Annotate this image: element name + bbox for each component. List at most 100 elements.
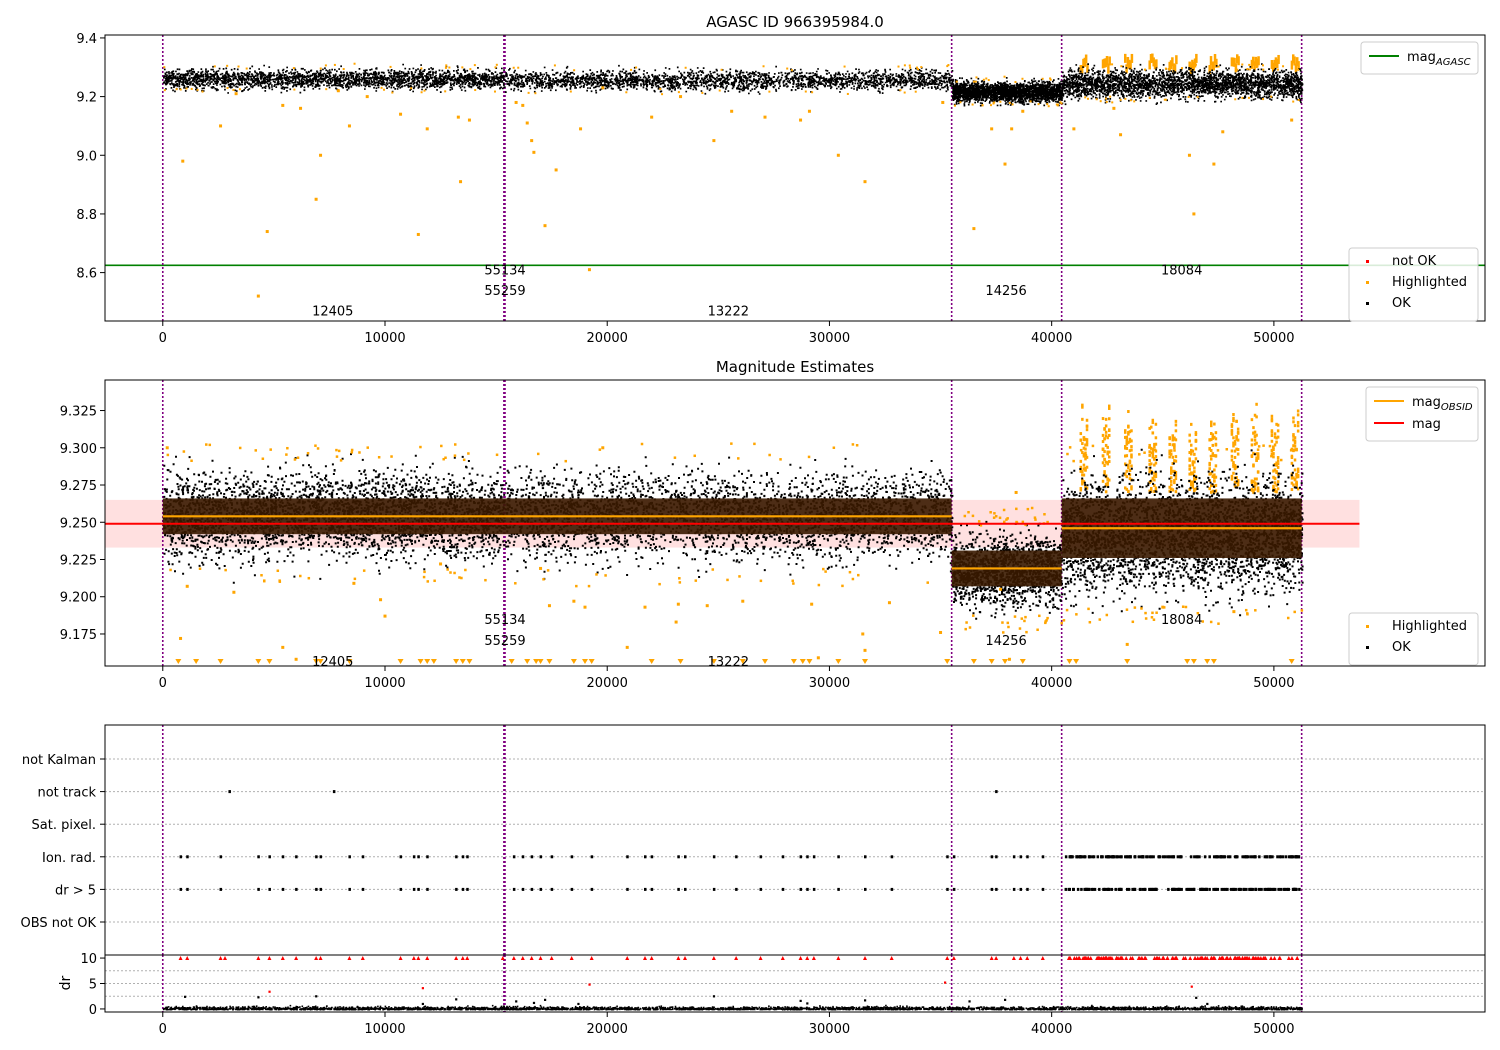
estimates-highlighted-point (353, 577, 357, 581)
estimates-highlighted-spike (1194, 487, 1198, 491)
agasc-highlighted-point (677, 91, 680, 94)
flags-point (1067, 887, 1071, 891)
estimates-highlighted-spike (1213, 479, 1216, 483)
estimates-highlighted-point (572, 599, 576, 603)
agasc-highlighted-point (1292, 100, 1295, 103)
estimates-highlighted-point (1006, 517, 1009, 520)
agasc-highlighted-point (365, 95, 369, 99)
agasc-highlighted-point (972, 227, 976, 231)
estimates-highlighted-point (693, 454, 696, 458)
estimates-highlighted-point (658, 582, 661, 586)
estimates-highlighted-spike (1106, 436, 1109, 440)
agasc-highlighted-spike (1208, 65, 1211, 75)
agasc-highlighted-point (569, 90, 572, 93)
estimates-highlighted-spike (1292, 438, 1295, 442)
estimates-highlighted-spike (1255, 433, 1258, 437)
agasc-y-tick-label: 8.6 (76, 267, 97, 282)
flags-point (812, 855, 816, 859)
flags-point (1263, 855, 1267, 859)
estimates-highlighted-spike (1103, 427, 1106, 431)
flags-point (1139, 887, 1142, 891)
estimates-highlighted-point (358, 451, 361, 454)
estimates-highlighted-spike (1101, 440, 1105, 444)
estimates-highlighted-point (182, 450, 186, 453)
agasc-highlighted-point (245, 67, 248, 70)
estimates-highlighted-spike (1125, 442, 1129, 446)
dr-capped-marker (1173, 956, 1178, 961)
estimates-highlighted-spike (1154, 472, 1158, 476)
estimates-highlighted-spike (1293, 478, 1297, 482)
agasc-highlighted-point (389, 65, 392, 68)
flags-point (1026, 855, 1029, 859)
flags-point (1295, 855, 1299, 859)
dr-point (1195, 996, 1198, 999)
estimates-highlighted-spike (1296, 470, 1300, 474)
estimates-highlighted-spike (1290, 472, 1294, 476)
flags-point (1216, 855, 1220, 859)
flags-point (1120, 887, 1123, 891)
estimates-highlighted-point (423, 570, 426, 574)
estimates-highlighted-spike (1253, 477, 1257, 481)
estimates-limit-marker (430, 659, 437, 664)
flags-point (539, 887, 543, 891)
estimates-highlighted-point (737, 457, 740, 460)
estimates-highlighted-spike (1194, 477, 1198, 481)
estimates-limit-marker (508, 659, 515, 664)
flags-point (417, 855, 420, 859)
flags-point (712, 887, 716, 891)
estimates-highlighted-spike (1214, 483, 1218, 487)
estimates-highlighted-spike (1194, 447, 1198, 451)
estimates-limit-marker (524, 659, 531, 664)
agasc-highlighted-point (1262, 98, 1265, 101)
estimates-highlighted-point (768, 453, 771, 457)
agasc-highlighted-point (625, 91, 628, 94)
estimates-limit-marker (313, 659, 320, 664)
estimates-highlighted-point (1033, 516, 1037, 519)
estimates-highlighted-spike (1252, 480, 1255, 484)
estimates-highlighted-spike (1125, 487, 1129, 491)
flags-point (1208, 887, 1211, 891)
estimates-highlighted-spike (1168, 450, 1171, 454)
estimates-highlighted-point (1046, 520, 1049, 524)
estimates-highlighted-spike (1151, 448, 1155, 452)
flags-point (179, 855, 183, 859)
estimates-highlighted-point (261, 457, 265, 460)
estimates-highlighted-spike (1252, 426, 1255, 430)
dr-capped-marker (1272, 956, 1277, 961)
flags-point (650, 855, 654, 859)
estimates-limit-marker (533, 659, 540, 664)
estimates-highlighted-point (1150, 616, 1154, 619)
estimates-limit-marker (799, 659, 806, 664)
agasc-highlighted-point (659, 87, 662, 90)
flags-plot-area (105, 725, 1485, 955)
agasc-highlighted-point (1049, 77, 1052, 80)
estimates-highlighted-point (640, 442, 644, 446)
flags-point (1220, 855, 1223, 859)
estimates-highlighted-spike (1128, 468, 1132, 472)
estimates-highlighted-spike (1213, 435, 1216, 439)
agasc-highlighted-point (786, 67, 789, 70)
estimates-highlighted-point (276, 569, 280, 572)
estimates-highlighted-spike (1081, 480, 1084, 484)
estimates-highlighted-spike (1230, 454, 1234, 458)
agasc-highlighted-spike (1252, 56, 1255, 66)
estimates-highlighted-point (1209, 620, 1213, 624)
flags-point (1235, 855, 1239, 859)
estimates-highlighted-spike (1130, 439, 1133, 443)
estimates-highlighted-point (595, 573, 598, 576)
estimates-highlighted-spike (1210, 420, 1213, 424)
estimates-highlighted-spike (1210, 484, 1213, 488)
estimates-highlighted-spike (1103, 463, 1106, 467)
estimates-highlighted-spike (1128, 439, 1132, 443)
estimates-highlighted-spike (1293, 444, 1297, 448)
flags-point (1163, 855, 1167, 859)
estimates-highlighted-spike (1174, 423, 1178, 427)
estimates-highlighted-point (989, 511, 992, 514)
estimates-highlighted-point (1098, 618, 1102, 621)
flags-point (1127, 855, 1131, 859)
agasc-highlighted-point (1241, 63, 1244, 66)
flags-point (1127, 887, 1131, 891)
dr-point (532, 1001, 536, 1005)
estimates-highlighted-point (293, 458, 297, 461)
estimates-highlighted-spike (1256, 456, 1260, 460)
